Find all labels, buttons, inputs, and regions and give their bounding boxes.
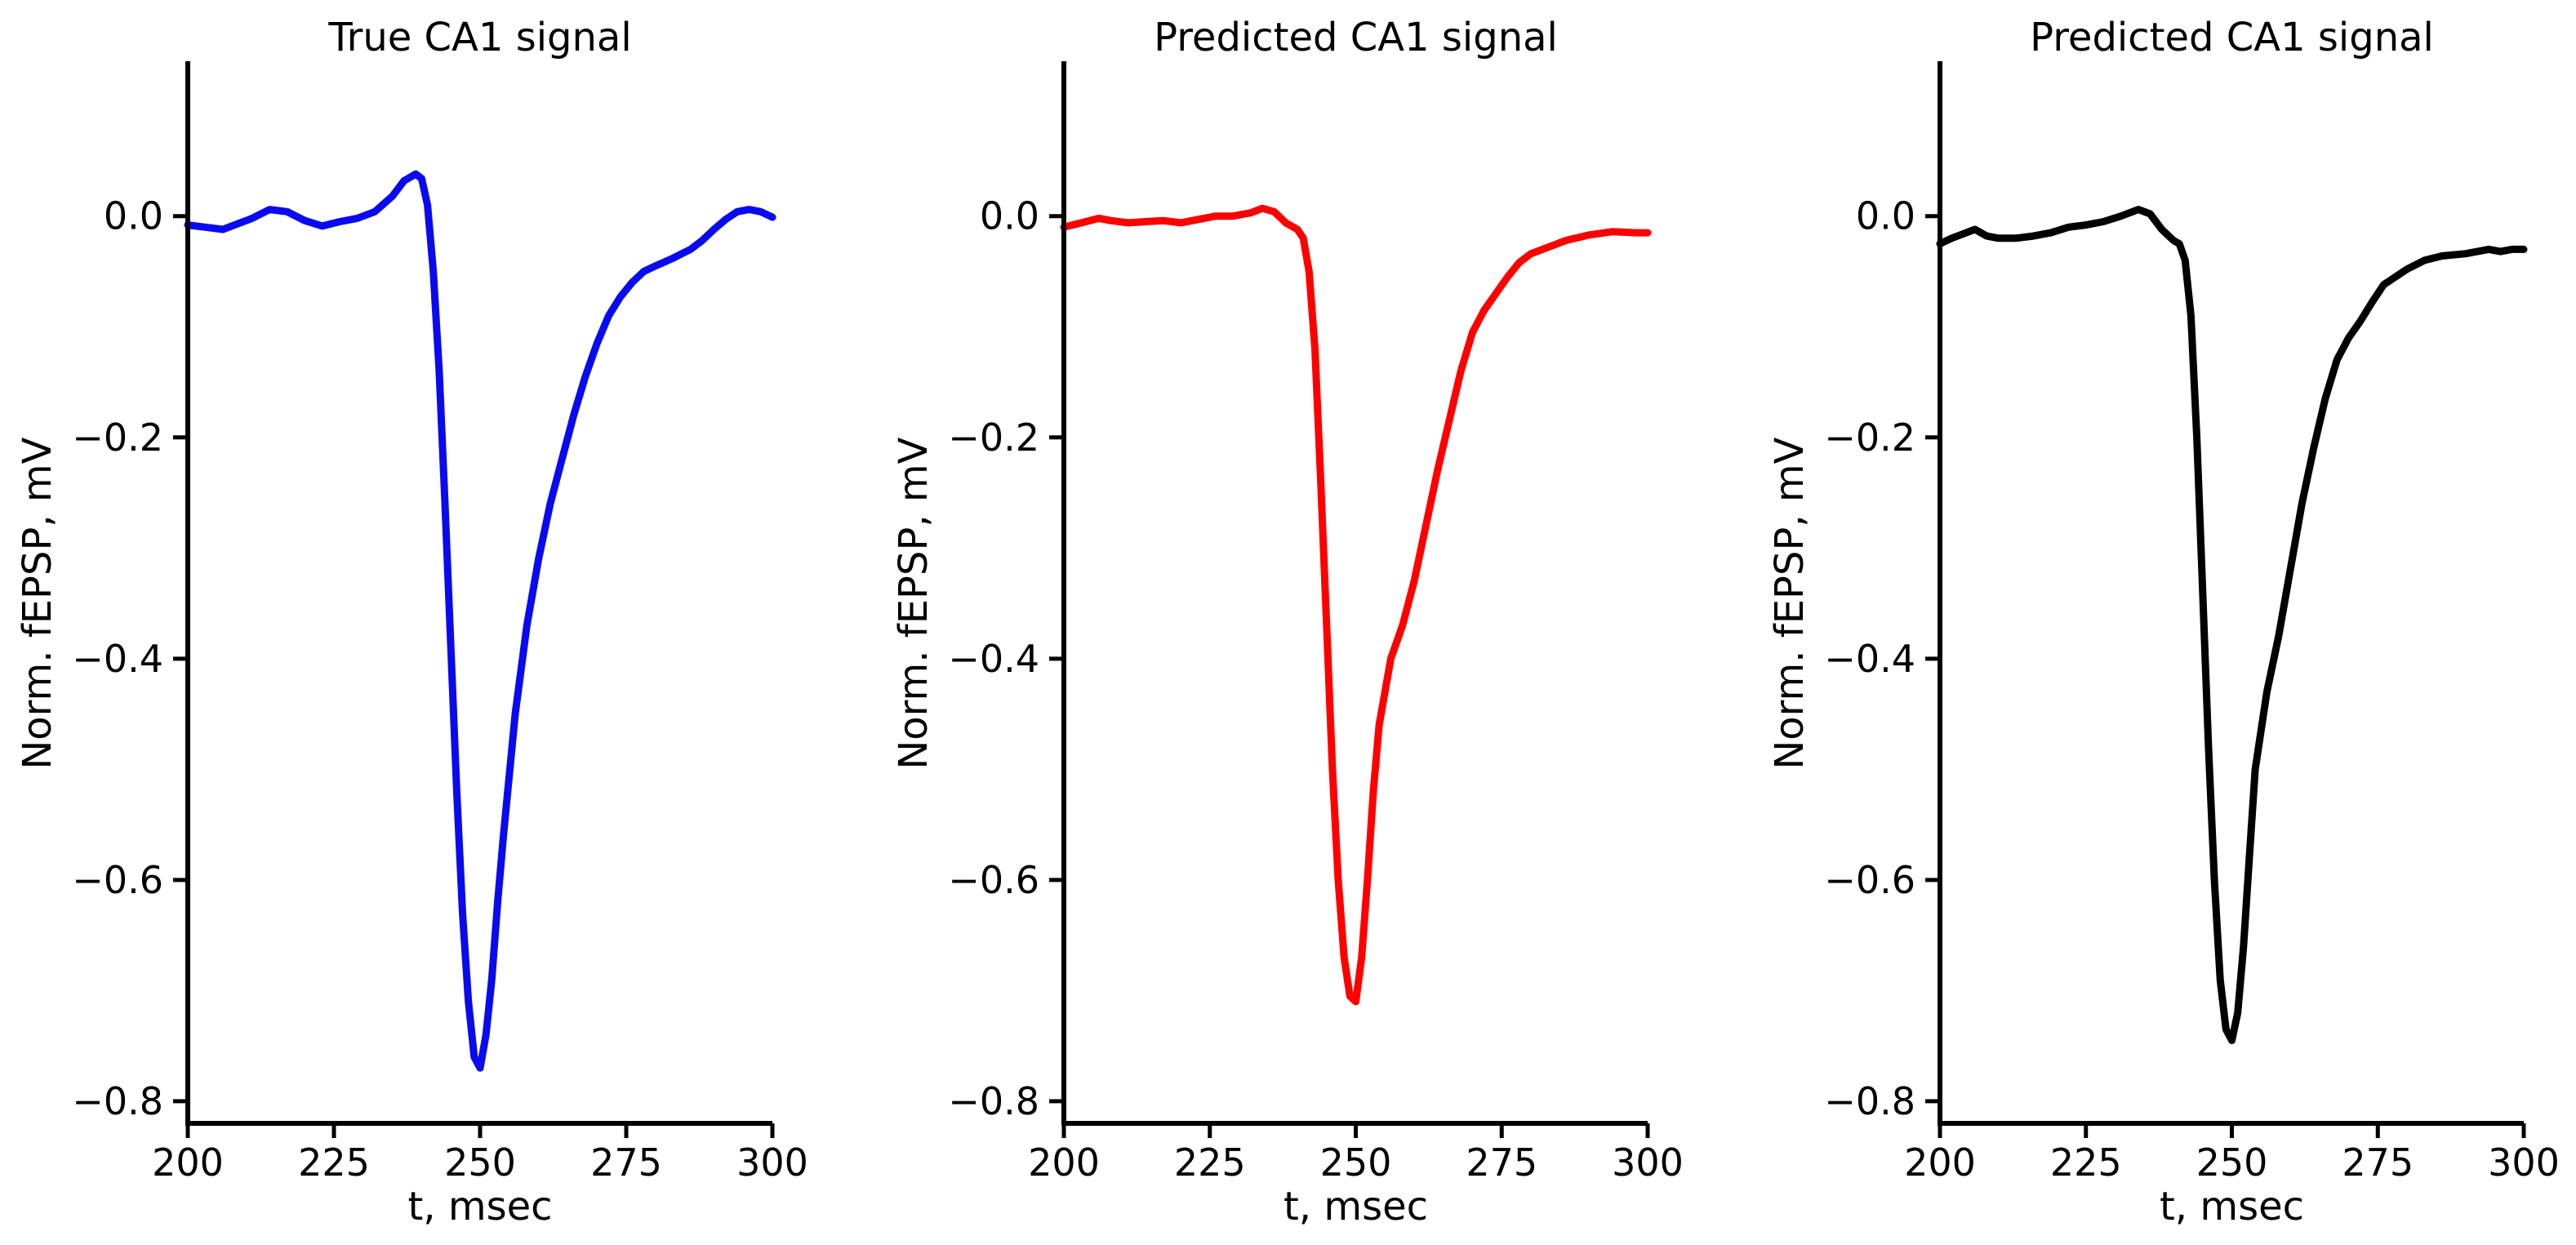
x-tick-label: 250 (2196, 1141, 2268, 1185)
y-tick-label: 0.0 (1856, 194, 1915, 238)
series-line-2-1 (1060, 204, 1652, 1006)
x-tick-label: 250 (444, 1141, 516, 1185)
y-tick-label: −0.2 (948, 416, 1039, 460)
y-tick-label: −0.2 (72, 416, 163, 460)
y-tick-label: −0.4 (1824, 637, 1915, 681)
series-line-3-1 (1936, 206, 2528, 1044)
y-tick-label: −0.8 (72, 1079, 163, 1123)
x-axis-label: t, msec (407, 1184, 552, 1229)
x-tick-label: 200 (1028, 1141, 1100, 1185)
chart-panel-3: 200 225 250 275 300 0.0 −0.2 −0.4 −0.6 −0.8 Predic… (1767, 15, 2560, 1229)
x-tick-label: 200 (1904, 1141, 1976, 1185)
y-tick-label: −0.6 (1824, 858, 1915, 902)
x-tick-label: 275 (590, 1141, 662, 1185)
y-axis-label: Norm. fEPSP, mV (1767, 437, 1813, 769)
y-tick-label: −0.4 (72, 637, 163, 681)
chart-title: Predicted CA1 signal (2030, 15, 2434, 60)
chart-panel-2: 200 225 250 275 300 0.0 −0.2 −0.4 −0.6 −0.8 Predic… (891, 15, 1684, 1229)
y-tick-label: −0.4 (948, 637, 1039, 681)
y-tick-label: −0.2 (1824, 416, 1915, 460)
x-tick-label: 225 (298, 1141, 370, 1185)
x-tick-label: 300 (736, 1141, 808, 1185)
y-tick-label: 0.0 (104, 194, 163, 238)
x-tick-label: 300 (1612, 1141, 1684, 1185)
y-tick-label: −0.6 (948, 858, 1039, 902)
x-tick-label: 250 (1320, 1141, 1392, 1185)
chart-title: Predicted CA1 signal (1154, 15, 1558, 60)
x-tick-label: 225 (2050, 1141, 2122, 1185)
x-tick-label: 225 (1174, 1141, 1246, 1185)
x-axis-label: t, msec (1284, 1184, 1428, 1229)
series-line-1-1 (184, 170, 776, 1072)
chart-title: True CA1 signal (327, 15, 631, 60)
x-tick-label: 275 (1466, 1141, 1537, 1185)
y-tick-label: −0.6 (72, 858, 163, 902)
x-tick-label: 300 (2488, 1141, 2560, 1185)
y-tick-label: 0.0 (980, 194, 1039, 238)
x-tick-label: 275 (2342, 1141, 2414, 1185)
x-tick-label: 200 (152, 1141, 224, 1185)
y-axis-label: Norm. fEPSP, mV (891, 437, 937, 769)
x-axis-label: t, msec (2160, 1184, 2304, 1229)
y-axis-label: Norm. fEPSP, mV (15, 437, 60, 769)
y-tick-label: −0.8 (948, 1079, 1039, 1123)
y-tick-label: −0.8 (1824, 1079, 1915, 1123)
chart-panel-1: 200 225 250 275 300 0.0 −0.2 −0.4 −0.6 −0.8 True C… (15, 15, 808, 1229)
